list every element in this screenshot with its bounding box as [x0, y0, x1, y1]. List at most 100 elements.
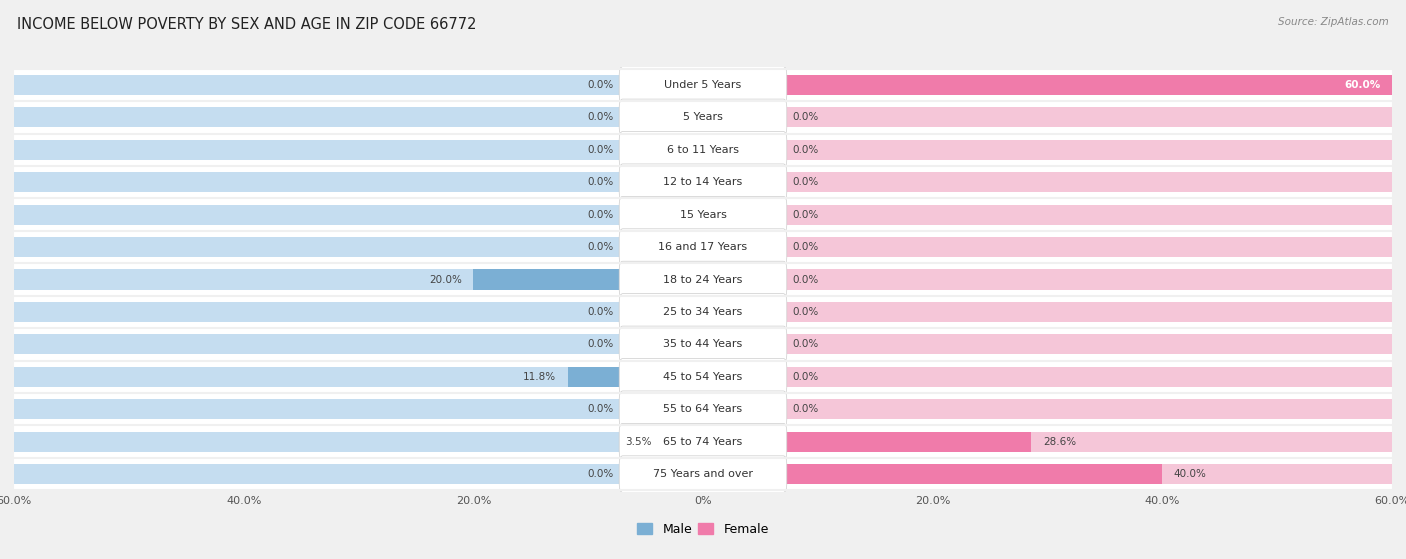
- Bar: [14, 269, 703, 290]
- Legend: Male, Female: Male, Female: [633, 518, 773, 541]
- FancyBboxPatch shape: [14, 134, 1392, 166]
- Text: 20.0%: 20.0%: [429, 274, 461, 285]
- FancyBboxPatch shape: [619, 164, 787, 201]
- Bar: [14, 205, 703, 225]
- Text: 3.5%: 3.5%: [624, 437, 651, 447]
- Text: 0.0%: 0.0%: [588, 177, 613, 187]
- Text: 0.0%: 0.0%: [793, 177, 818, 187]
- FancyBboxPatch shape: [619, 423, 787, 460]
- Text: 75 Years and over: 75 Years and over: [652, 469, 754, 479]
- Text: 0.0%: 0.0%: [588, 469, 613, 479]
- Text: Under 5 Years: Under 5 Years: [665, 80, 741, 90]
- Bar: [703, 367, 1392, 387]
- Text: 0.0%: 0.0%: [793, 404, 818, 414]
- Text: 6 to 11 Years: 6 to 11 Years: [666, 145, 740, 155]
- Bar: [703, 334, 1392, 354]
- FancyBboxPatch shape: [14, 361, 1392, 393]
- Text: 0.0%: 0.0%: [793, 339, 818, 349]
- Text: 0.0%: 0.0%: [793, 372, 818, 382]
- Bar: [703, 140, 1392, 160]
- Text: 60.0%: 60.0%: [1344, 80, 1381, 90]
- Text: 11.8%: 11.8%: [523, 372, 555, 382]
- Bar: [703, 432, 1032, 452]
- FancyBboxPatch shape: [14, 101, 1392, 134]
- Bar: [703, 464, 1392, 484]
- Bar: [703, 75, 1392, 95]
- Text: 0.0%: 0.0%: [588, 307, 613, 317]
- Bar: [14, 464, 703, 484]
- Text: 0.0%: 0.0%: [588, 80, 613, 90]
- FancyBboxPatch shape: [619, 67, 787, 103]
- Text: Source: ZipAtlas.com: Source: ZipAtlas.com: [1278, 17, 1389, 27]
- Text: 0.0%: 0.0%: [793, 242, 818, 252]
- Text: 12 to 14 Years: 12 to 14 Years: [664, 177, 742, 187]
- Bar: [703, 172, 1392, 192]
- Bar: [14, 237, 703, 257]
- Text: 55 to 64 Years: 55 to 64 Years: [664, 404, 742, 414]
- Bar: [703, 75, 1392, 95]
- Text: 65 to 74 Years: 65 to 74 Years: [664, 437, 742, 447]
- FancyBboxPatch shape: [14, 328, 1392, 361]
- FancyBboxPatch shape: [619, 293, 787, 330]
- FancyBboxPatch shape: [14, 166, 1392, 198]
- Text: 0.0%: 0.0%: [793, 307, 818, 317]
- Text: 0.0%: 0.0%: [793, 210, 818, 220]
- Bar: [703, 399, 1392, 419]
- Bar: [703, 237, 1392, 257]
- FancyBboxPatch shape: [14, 263, 1392, 296]
- Text: 40.0%: 40.0%: [1174, 469, 1206, 479]
- FancyBboxPatch shape: [619, 131, 787, 168]
- Bar: [14, 367, 703, 387]
- FancyBboxPatch shape: [619, 456, 787, 492]
- Text: 25 to 34 Years: 25 to 34 Years: [664, 307, 742, 317]
- FancyBboxPatch shape: [619, 196, 787, 233]
- Bar: [703, 302, 1392, 322]
- Bar: [14, 172, 703, 192]
- Text: 0.0%: 0.0%: [588, 339, 613, 349]
- FancyBboxPatch shape: [14, 425, 1392, 458]
- Bar: [703, 107, 1392, 127]
- FancyBboxPatch shape: [619, 261, 787, 298]
- Bar: [703, 432, 1392, 452]
- Bar: [14, 140, 703, 160]
- FancyBboxPatch shape: [14, 231, 1392, 263]
- Bar: [14, 75, 703, 95]
- Bar: [14, 334, 703, 354]
- Bar: [662, 432, 703, 452]
- FancyBboxPatch shape: [619, 326, 787, 363]
- Bar: [14, 432, 703, 452]
- Text: INCOME BELOW POVERTY BY SEX AND AGE IN ZIP CODE 66772: INCOME BELOW POVERTY BY SEX AND AGE IN Z…: [17, 17, 477, 32]
- Text: 28.6%: 28.6%: [1043, 437, 1076, 447]
- Text: 45 to 54 Years: 45 to 54 Years: [664, 372, 742, 382]
- Text: 0.0%: 0.0%: [588, 242, 613, 252]
- Bar: [703, 464, 1163, 484]
- Text: 0.0%: 0.0%: [793, 145, 818, 155]
- Text: 0.0%: 0.0%: [588, 210, 613, 220]
- FancyBboxPatch shape: [619, 99, 787, 136]
- Text: 0.0%: 0.0%: [588, 112, 613, 122]
- Bar: [14, 302, 703, 322]
- Text: 15 Years: 15 Years: [679, 210, 727, 220]
- Text: 18 to 24 Years: 18 to 24 Years: [664, 274, 742, 285]
- Text: 0.0%: 0.0%: [588, 404, 613, 414]
- Bar: [14, 107, 703, 127]
- Text: 0.0%: 0.0%: [588, 145, 613, 155]
- Text: 0.0%: 0.0%: [793, 274, 818, 285]
- Bar: [14, 399, 703, 419]
- Bar: [474, 269, 703, 290]
- FancyBboxPatch shape: [14, 69, 1392, 101]
- Bar: [703, 205, 1392, 225]
- FancyBboxPatch shape: [619, 358, 787, 395]
- Text: 35 to 44 Years: 35 to 44 Years: [664, 339, 742, 349]
- Text: 16 and 17 Years: 16 and 17 Years: [658, 242, 748, 252]
- FancyBboxPatch shape: [14, 393, 1392, 425]
- Bar: [568, 367, 703, 387]
- FancyBboxPatch shape: [619, 229, 787, 266]
- FancyBboxPatch shape: [14, 296, 1392, 328]
- Text: 5 Years: 5 Years: [683, 112, 723, 122]
- FancyBboxPatch shape: [14, 198, 1392, 231]
- Text: 0.0%: 0.0%: [793, 112, 818, 122]
- Bar: [703, 269, 1392, 290]
- FancyBboxPatch shape: [14, 458, 1392, 490]
- FancyBboxPatch shape: [619, 391, 787, 428]
